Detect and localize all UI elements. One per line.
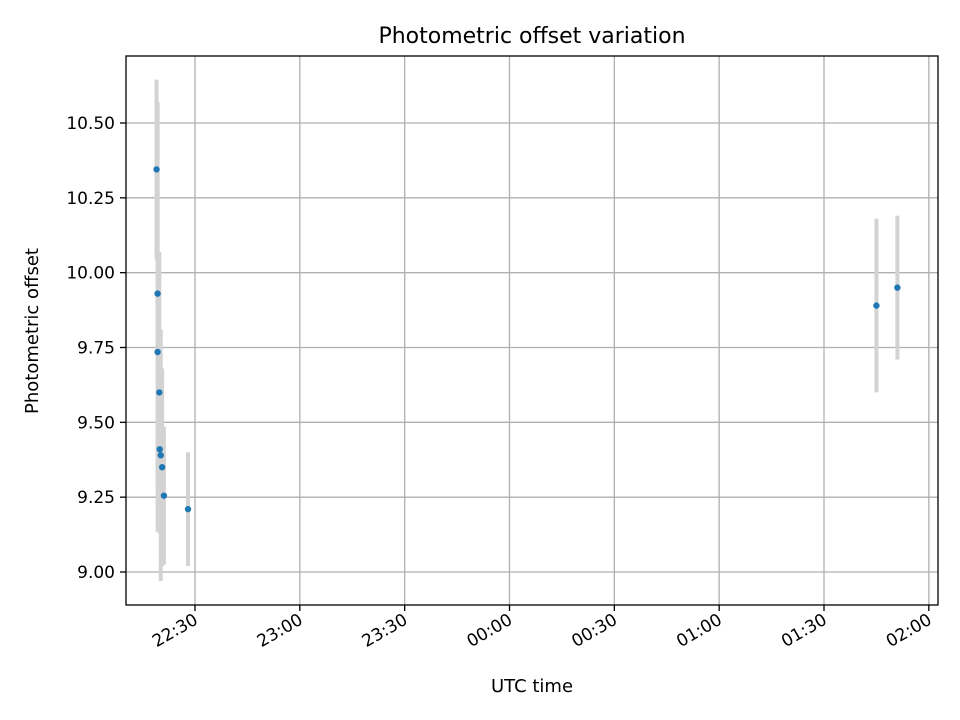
data-point bbox=[873, 302, 880, 309]
x-axis-label: UTC time bbox=[491, 676, 573, 697]
x-tick-label: 02:00 bbox=[883, 610, 935, 652]
data-point bbox=[153, 166, 160, 173]
error-bars bbox=[154, 79, 900, 581]
x-tick-label: 01:30 bbox=[778, 610, 830, 652]
data-point bbox=[184, 505, 192, 513]
y-tick-label: 9.75 bbox=[77, 339, 115, 359]
x-tick-label: 00:30 bbox=[568, 610, 620, 652]
data-point bbox=[157, 452, 164, 459]
y-tick-label: 10.50 bbox=[66, 114, 115, 134]
data-point bbox=[154, 348, 161, 356]
chart-title: Photometric offset variation bbox=[378, 24, 685, 49]
data-point bbox=[154, 290, 161, 297]
data-point bbox=[156, 446, 163, 453]
data-point bbox=[160, 492, 168, 499]
x-tick-label: 00:00 bbox=[464, 610, 516, 652]
data-point bbox=[158, 464, 166, 471]
grid bbox=[126, 56, 938, 605]
y-tick-label: 9.00 bbox=[77, 563, 115, 583]
x-tick-label: 23:00 bbox=[254, 610, 306, 652]
y-tick-label: 10.25 bbox=[66, 189, 115, 209]
y-axis-label: Photometric offset bbox=[22, 248, 43, 414]
y-tick-label: 9.50 bbox=[77, 413, 115, 433]
x-tick-label: 23:30 bbox=[359, 610, 411, 652]
plot-frame bbox=[125, 55, 939, 606]
y-tick-label: 10.00 bbox=[66, 264, 115, 284]
y-axis: 9.00 9.25 9.50 9.75 10.00 10.25 10.50 bbox=[66, 114, 126, 583]
x-axis: 22:30 23:00 23:30 00:00 00:30 01:00 01:30 02:00 bbox=[149, 605, 935, 652]
x-tick-label: 01:00 bbox=[673, 610, 725, 652]
data-point bbox=[156, 389, 163, 396]
data-point bbox=[894, 284, 901, 291]
y-tick-label: 9.25 bbox=[77, 488, 115, 508]
x-tick-label: 22:30 bbox=[149, 610, 201, 652]
data-points bbox=[153, 166, 901, 513]
